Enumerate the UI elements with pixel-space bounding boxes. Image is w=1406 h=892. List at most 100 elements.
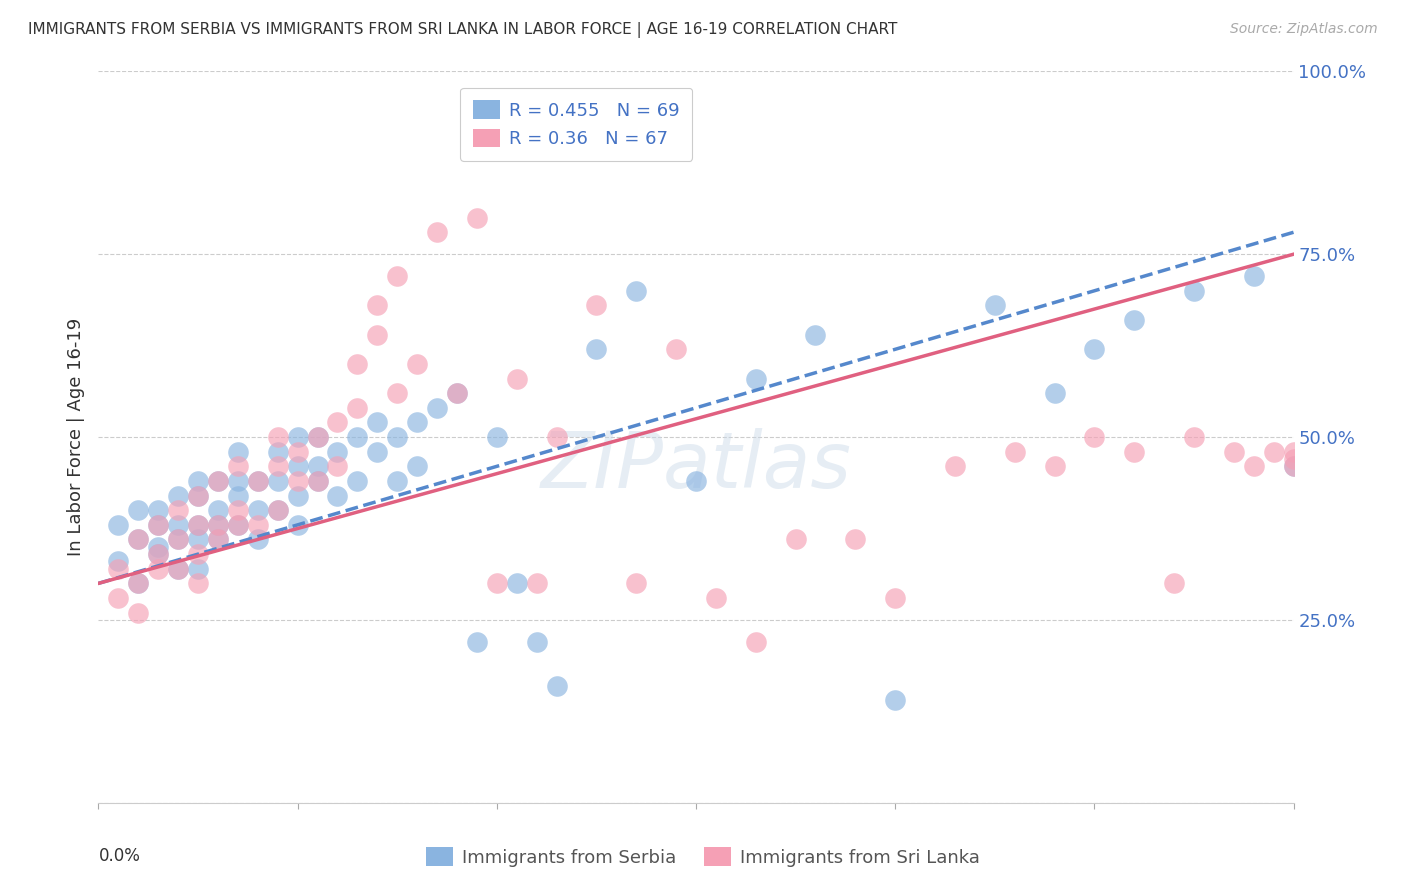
Point (426, 225, 449, 239)
Point (1243, 269, 1265, 284)
Legend: Immigrants from Serbia, Immigrants from Sri Lanka: Immigrants from Serbia, Immigrants from … (419, 840, 987, 874)
Point (226, 489, 249, 503)
Point (287, 459, 309, 474)
Point (526, 635, 548, 649)
Point (366, 298, 388, 312)
Point (346, 474, 368, 488)
Point (187, 576, 209, 591)
Point (226, 444, 249, 458)
Point (346, 357, 368, 371)
Point (1182, 284, 1205, 298)
Point (226, 503, 249, 517)
Point (1282, 459, 1305, 474)
Point (127, 533, 149, 547)
Point (1083, 430, 1105, 444)
Point (1043, 386, 1066, 401)
Point (246, 533, 269, 547)
Point (267, 503, 290, 517)
Point (1282, 444, 1305, 458)
Point (1083, 343, 1105, 357)
Point (207, 533, 229, 547)
Point (287, 444, 309, 458)
Point (385, 386, 409, 401)
Point (167, 503, 190, 517)
Point (226, 474, 249, 488)
Point (485, 576, 508, 591)
Point (167, 533, 190, 547)
Point (984, 298, 1007, 312)
Point (626, 576, 648, 591)
Point (307, 474, 329, 488)
Point (446, 386, 468, 401)
Point (187, 474, 209, 488)
Point (107, 562, 129, 576)
Point (148, 540, 170, 554)
Point (465, 211, 488, 225)
Point (1263, 444, 1285, 458)
Point (485, 430, 508, 444)
Text: ZIPatlas: ZIPatlas (540, 428, 852, 504)
Point (187, 489, 209, 503)
Point (1043, 459, 1066, 474)
Point (148, 547, 170, 561)
Point (148, 503, 170, 517)
Point (167, 562, 190, 576)
Point (585, 343, 607, 357)
Point (366, 444, 388, 458)
Point (207, 533, 229, 547)
Point (745, 635, 768, 649)
Point (127, 576, 149, 591)
Point (267, 430, 290, 444)
Point (346, 430, 368, 444)
Point (307, 459, 329, 474)
Point (187, 533, 209, 547)
Point (127, 576, 149, 591)
Point (148, 517, 170, 532)
Point (187, 517, 209, 532)
Point (1243, 459, 1265, 474)
Point (187, 562, 209, 576)
Point (207, 474, 229, 488)
Point (1004, 444, 1026, 458)
Point (446, 386, 468, 401)
Point (1182, 430, 1205, 444)
Point (1123, 313, 1146, 327)
Point (207, 503, 229, 517)
Point (307, 430, 329, 444)
Point (884, 591, 907, 605)
Text: IMMIGRANTS FROM SERBIA VS IMMIGRANTS FROM SRI LANKA IN LABOR FORCE | AGE 16-19 C: IMMIGRANTS FROM SERBIA VS IMMIGRANTS FRO… (28, 22, 897, 38)
Point (1123, 444, 1146, 458)
Point (148, 562, 170, 576)
Point (546, 430, 568, 444)
Point (685, 474, 707, 488)
Point (406, 357, 429, 371)
Point (745, 371, 768, 385)
Point (226, 459, 249, 474)
Point (526, 576, 548, 591)
Point (267, 474, 290, 488)
Point (785, 533, 807, 547)
Point (1282, 452, 1305, 467)
Y-axis label: In Labor Force | Age 16-19: In Labor Force | Age 16-19 (66, 318, 84, 557)
Point (406, 416, 429, 430)
Point (546, 679, 568, 693)
Point (127, 503, 149, 517)
Point (127, 533, 149, 547)
Point (1163, 576, 1185, 591)
Point (287, 517, 309, 532)
Point (884, 693, 907, 707)
Point (465, 635, 488, 649)
Point (307, 474, 329, 488)
Point (665, 343, 688, 357)
Point (406, 459, 429, 474)
Point (107, 517, 129, 532)
Point (207, 517, 229, 532)
Point (385, 430, 409, 444)
Point (1282, 459, 1305, 474)
Point (246, 474, 269, 488)
Point (187, 517, 209, 532)
Point (385, 474, 409, 488)
Point (804, 327, 827, 342)
Point (226, 517, 249, 532)
Point (704, 591, 727, 605)
